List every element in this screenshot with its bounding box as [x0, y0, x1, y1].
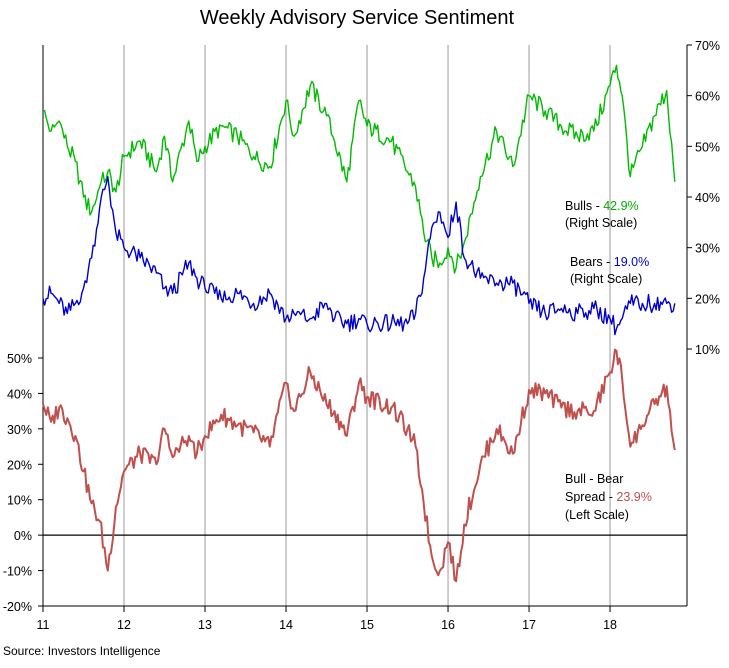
svg-text:Bulls - 42.9%: Bulls - 42.9% — [565, 199, 639, 213]
left-axis-tick-label: 30% — [7, 423, 32, 437]
x-axis-tick-label: 11 — [37, 618, 50, 632]
spread-value: 23.9% — [616, 490, 651, 504]
chart-title: Weekly Advisory Service Sentiment — [200, 7, 515, 29]
svg-text:Bears - 19.0%: Bears - 19.0% — [570, 255, 649, 269]
right-axis-tick-label: 70% — [695, 39, 720, 53]
series-lines — [42, 64, 676, 583]
bears-value: 19.0% — [614, 255, 649, 269]
spread-annotation: Bull - Bear Spread - 23.9% (Left Scale) — [565, 472, 652, 522]
x-axis-tick-label: 15 — [360, 618, 374, 632]
left-axis-tick-label: 20% — [7, 458, 32, 472]
left-axis-tick-label: 0% — [14, 529, 32, 543]
left-axis-tick-label: 40% — [7, 387, 32, 401]
bulls-label: Bulls - — [565, 199, 603, 213]
left-axis-tick-label: 10% — [7, 494, 32, 508]
spread-note: (Left Scale) — [565, 508, 629, 522]
right-axis-tick-label: 30% — [695, 242, 720, 256]
axes: 10% 20% 30% 40% 50% 60% 70% -20% -10% 0% 10% 20% 30%… — [3, 39, 720, 632]
x-axis-tick-label: 12 — [117, 618, 131, 632]
bears-annotation: Bears - 19.0% (Right Scale) — [570, 255, 649, 286]
x-axis-tick-label: 18 — [603, 618, 617, 632]
x-axis-tick-label: 14 — [279, 618, 293, 632]
x-axis-tick-label: 17 — [522, 618, 536, 632]
grid-lines — [123, 45, 611, 606]
source-note: Source: Investors Intelligence — [3, 644, 161, 658]
spread-label: Spread - — [565, 490, 616, 504]
spread-line1: Bull - Bear — [565, 472, 623, 486]
bulls-line — [42, 64, 676, 274]
right-axis-tick-label: 60% — [695, 90, 720, 104]
right-axis-tick-label: 40% — [695, 191, 720, 205]
left-axis-tick-label: -20% — [3, 600, 32, 614]
left-axis-tick-label: -10% — [3, 565, 32, 579]
svg-text:Spread - 23.9%: Spread - 23.9% — [565, 490, 652, 504]
x-axis-tick-label: 13 — [198, 618, 212, 632]
bulls-note: (Right Scale) — [565, 216, 637, 230]
x-axis-tick-label: 16 — [441, 618, 455, 632]
right-axis-tick-label: 50% — [695, 140, 720, 154]
right-axis-tick-label: 20% — [695, 292, 720, 306]
bulls-annotation: Bulls - 42.9% (Right Scale) — [565, 199, 639, 230]
right-axis-tick-label: 10% — [695, 343, 720, 357]
bears-line — [42, 175, 676, 336]
left-axis-tick-label: 50% — [7, 352, 32, 366]
bears-note: (Right Scale) — [570, 272, 642, 286]
spread-line — [42, 348, 676, 583]
bears-label: Bears - — [570, 255, 614, 269]
bulls-value: 42.9% — [603, 199, 638, 213]
